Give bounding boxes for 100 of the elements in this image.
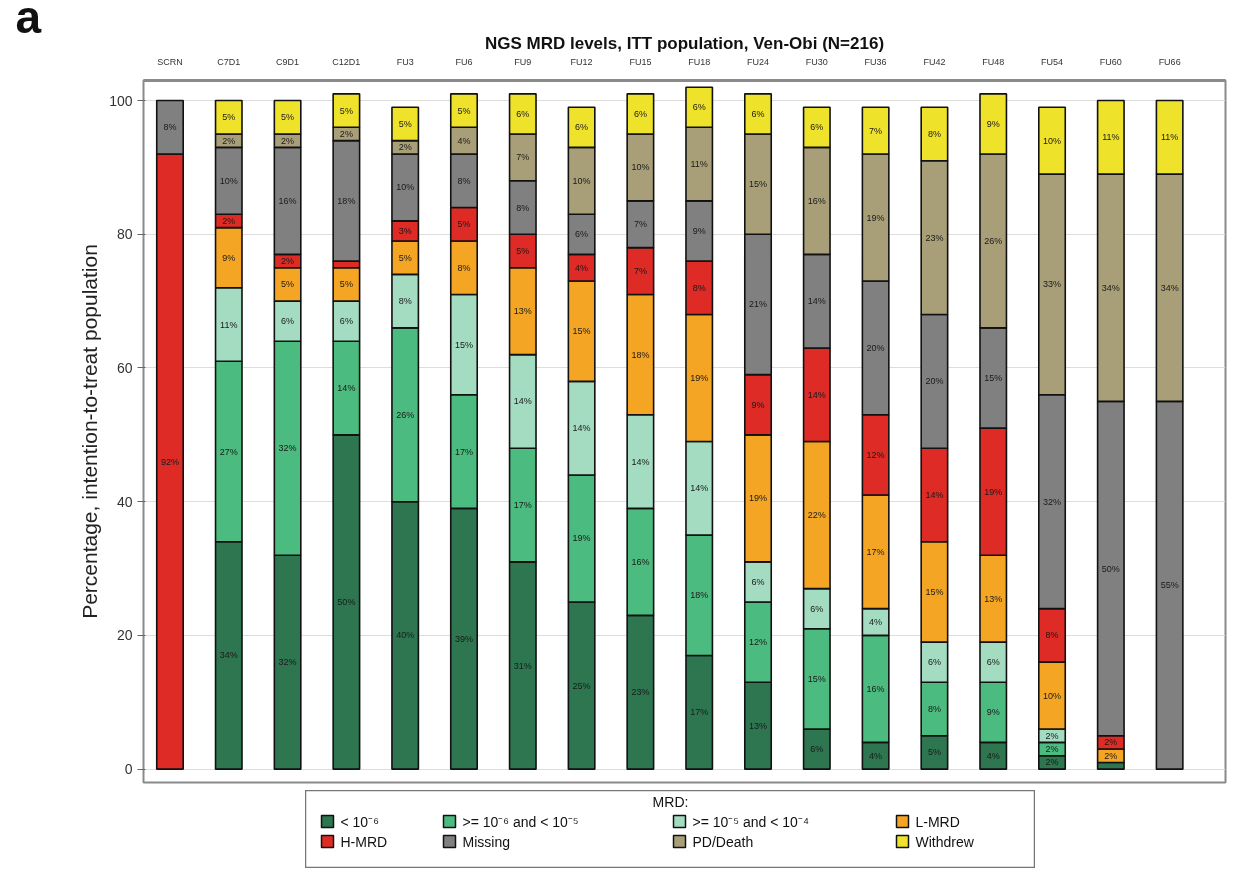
data-label: 6%	[986, 657, 1000, 668]
data-label: 15%	[984, 373, 1003, 384]
data-label: 18%	[690, 590, 709, 601]
data-label: 14%	[807, 296, 826, 307]
y-tick-label: 20	[116, 627, 133, 644]
data-label: 11%	[690, 159, 708, 170]
data-label: 5%	[398, 252, 412, 263]
x-tick-label: C9D1	[276, 56, 300, 67]
data-label: 6%	[751, 108, 765, 119]
data-label: 6%	[339, 316, 353, 327]
data-label: 14%	[337, 383, 356, 394]
data-label: 8%	[163, 122, 177, 133]
data-label: 8%	[692, 282, 706, 293]
data-label: 6%	[281, 316, 295, 327]
data-label: 9%	[986, 707, 1000, 718]
y-tick-label: 100	[109, 92, 133, 109]
data-label: 92%	[160, 456, 179, 467]
data-label: 2%	[281, 256, 295, 267]
legend-label: Missing	[462, 833, 510, 850]
data-label: 5%	[457, 219, 471, 230]
x-tick-label: FU12	[570, 56, 593, 67]
legend-label: L-MRD	[915, 813, 960, 830]
data-label: 20%	[866, 342, 885, 353]
x-tick-label: FU18	[688, 56, 711, 67]
x-tick-label: FU48	[982, 56, 1005, 67]
data-label: 5%	[398, 118, 412, 129]
data-label: 32%	[278, 657, 297, 668]
data-label: 5%	[222, 112, 236, 123]
data-label: 6%	[516, 108, 530, 119]
data-label: 9%	[692, 225, 706, 236]
data-label: 2%	[339, 128, 353, 139]
data-label: 5%	[281, 112, 295, 123]
x-tick-label: FU9	[514, 56, 532, 67]
legend-title: MRD:	[652, 793, 689, 810]
chart-title: NGS MRD levels, ITT population, Ven-Obi (N=216)	[484, 33, 885, 53]
data-label: 27%	[219, 446, 238, 457]
legend-label: >= 10⁻⁵ and < 10⁻⁴	[692, 813, 809, 830]
data-label: 2%	[222, 135, 236, 146]
data-label: 55%	[1160, 580, 1179, 591]
data-label: 40%	[396, 630, 415, 641]
data-label: 16%	[631, 556, 650, 567]
legend-label: < 10⁻⁶	[340, 813, 379, 830]
data-label: 17%	[454, 446, 473, 457]
data-label: 2%	[281, 135, 295, 146]
x-tick-label: FU60	[1099, 56, 1122, 67]
data-label: 34%	[219, 650, 238, 661]
x-tick-label: FU36	[864, 56, 887, 67]
x-tick-label: FU54	[1041, 56, 1064, 67]
data-label: 6%	[810, 122, 824, 133]
data-label: 12%	[749, 637, 768, 648]
legend-label: PD/Death	[692, 833, 754, 850]
data-label: 9%	[222, 252, 236, 263]
data-label: 17%	[690, 707, 709, 718]
x-tick-label: C12D1	[332, 56, 361, 67]
data-label: 18%	[631, 349, 650, 360]
data-label: 7%	[869, 125, 883, 136]
data-label: 34%	[1101, 282, 1120, 293]
data-label: 2%	[1104, 737, 1118, 748]
data-label: 26%	[984, 235, 1003, 246]
data-label: 3%	[398, 225, 412, 236]
data-label: 19%	[690, 373, 709, 384]
data-label: 5%	[457, 105, 471, 116]
data-label: 14%	[807, 389, 826, 400]
data-label: 4%	[986, 750, 1000, 761]
data-label: 8%	[927, 703, 941, 714]
y-axis-title: Percentage, intention-to-treat population	[78, 244, 102, 619]
data-label: 5%	[516, 245, 530, 256]
data-label: 32%	[1043, 496, 1062, 507]
data-label: 5%	[927, 747, 941, 758]
x-tick-label: C7D1	[217, 56, 241, 67]
data-label: 11%	[1160, 132, 1179, 143]
data-label: 15%	[572, 326, 591, 337]
data-label: 6%	[810, 603, 824, 614]
data-label: 8%	[1045, 630, 1059, 641]
data-label: 19%	[984, 486, 1003, 497]
data-label: 21%	[749, 299, 768, 310]
data-label: 31%	[513, 660, 532, 671]
data-label: 19%	[866, 212, 885, 223]
data-label: 16%	[278, 195, 297, 206]
data-label: 11%	[220, 319, 238, 330]
data-label: 14%	[631, 456, 650, 467]
x-tick-label: FU66	[1158, 56, 1181, 67]
data-label: 8%	[457, 175, 471, 186]
data-label: 16%	[807, 195, 826, 206]
data-label: 16%	[866, 683, 885, 694]
data-label: 7%	[516, 152, 530, 163]
data-label: 14%	[925, 490, 944, 501]
y-tick-label: 80	[116, 226, 133, 243]
data-label: 8%	[457, 262, 471, 273]
data-label: 2%	[1045, 744, 1059, 755]
data-label: 4%	[869, 617, 883, 628]
data-label: 15%	[749, 179, 768, 190]
data-label: 10%	[572, 175, 591, 186]
data-label: 12%	[866, 449, 885, 460]
data-label: 13%	[984, 593, 1003, 604]
data-label: 6%	[810, 744, 824, 755]
data-label: 17%	[513, 500, 532, 511]
data-label: 10%	[631, 162, 650, 173]
data-label: 23%	[631, 687, 650, 698]
data-label: 2%	[1104, 750, 1118, 761]
